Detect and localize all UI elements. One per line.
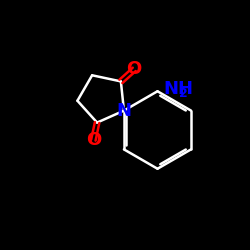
Text: N: N [116, 102, 132, 120]
Text: 2: 2 [179, 87, 188, 100]
Text: NH: NH [164, 80, 194, 98]
Text: O: O [126, 60, 142, 78]
Text: O: O [86, 131, 101, 149]
